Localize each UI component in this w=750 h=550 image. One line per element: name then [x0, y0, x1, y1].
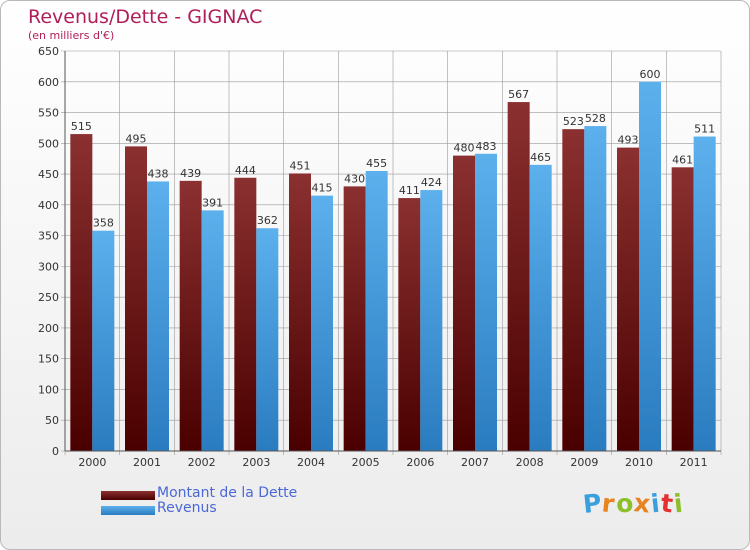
x-tick-label: 2004 [297, 456, 325, 469]
proxiti-logo: Proxiti [582, 488, 685, 519]
x-tick-label: 2003 [242, 456, 270, 469]
legend-swatch-revenue [101, 506, 155, 515]
x-tick-label: 2011 [680, 456, 708, 469]
y-tick-label: 350 [38, 230, 59, 243]
y-tick-label: 500 [38, 137, 59, 150]
data-label-revenue: 362 [257, 214, 278, 227]
y-tick-label: 100 [38, 383, 59, 396]
legend-swatch-debt [101, 491, 155, 500]
bar-revenue [311, 195, 333, 451]
data-label-debt: 439 [180, 167, 201, 180]
bar-debt [453, 155, 475, 451]
y-tick-label: 550 [38, 107, 59, 120]
data-label-debt: 451 [290, 159, 311, 172]
data-label-debt: 480 [454, 142, 475, 155]
data-label-debt: 495 [126, 132, 147, 145]
bar-debt [179, 180, 202, 451]
data-label-revenue: 483 [476, 140, 497, 153]
data-label-debt: 430 [344, 172, 365, 185]
bar-revenue [693, 136, 716, 452]
bar-debt [671, 167, 694, 452]
y-tick-label: 450 [38, 168, 59, 181]
bar-debt [289, 173, 311, 451]
legend-label-revenue: Revenus [157, 500, 217, 516]
data-label-debt: 515 [71, 120, 92, 133]
bar-debt [507, 102, 530, 452]
bar-debt [70, 134, 93, 452]
x-tick-label: 2001 [133, 456, 161, 469]
x-tick-label: 2002 [188, 456, 216, 469]
chart-title: Revenus/Dette - GIGNAC [28, 6, 263, 28]
data-label-debt: 444 [235, 164, 256, 177]
data-label-revenue: 415 [312, 182, 333, 195]
x-tick-label: 2010 [625, 456, 653, 469]
data-label-revenue: 438 [148, 167, 169, 180]
y-tick-label: 0 [52, 445, 59, 458]
data-label-revenue: 424 [421, 176, 442, 189]
bar-debt [617, 147, 639, 451]
data-label-debt: 411 [399, 184, 420, 197]
bar-debt [125, 146, 147, 451]
x-tick-label: 2000 [78, 456, 106, 469]
x-tick-label: 2006 [406, 456, 434, 469]
bar-revenue [475, 153, 497, 451]
data-label-revenue: 465 [530, 151, 551, 164]
x-tick-label: 2005 [352, 456, 380, 469]
bar-revenue [256, 228, 279, 451]
data-label-debt: 523 [563, 115, 584, 128]
data-label-debt: 461 [672, 153, 693, 166]
bar-debt [562, 129, 585, 451]
bar-revenue [420, 190, 443, 452]
x-tick-label: 2007 [461, 456, 489, 469]
y-tick-label: 200 [38, 322, 59, 335]
data-label-debt: 567 [508, 88, 529, 101]
x-tick-label: 2008 [516, 456, 544, 469]
y-tick-label: 250 [38, 291, 59, 304]
bar-debt [398, 198, 421, 451]
y-tick-label: 50 [45, 414, 59, 427]
y-tick-label: 400 [38, 199, 59, 212]
y-tick-label: 150 [38, 353, 59, 366]
bar-debt [343, 186, 366, 451]
bar-revenue [639, 81, 661, 452]
bar-revenue [529, 164, 552, 451]
data-label-revenue: 358 [93, 217, 114, 230]
bar-revenue [201, 210, 224, 451]
bar-revenue [147, 181, 169, 451]
x-tick-label: 2009 [570, 456, 598, 469]
bar-revenue [584, 126, 607, 452]
logo-letter: i [672, 488, 685, 519]
data-label-revenue: 391 [202, 196, 223, 209]
y-tick-label: 600 [38, 76, 59, 89]
bar-debt [234, 177, 257, 451]
data-label-revenue: 528 [585, 112, 606, 125]
chart-subtitle: (en milliers d'€) [28, 29, 115, 42]
y-tick-label: 650 [38, 45, 59, 58]
data-label-revenue: 511 [694, 123, 715, 136]
legend-label-debt: Montant de la Dette [157, 485, 298, 501]
y-tick-label: 300 [38, 260, 59, 273]
data-label-debt: 493 [618, 134, 639, 147]
data-label-revenue: 455 [366, 157, 387, 170]
data-label-revenue: 600 [640, 68, 661, 81]
bar-revenue [365, 171, 388, 451]
bar-revenue [92, 230, 115, 451]
